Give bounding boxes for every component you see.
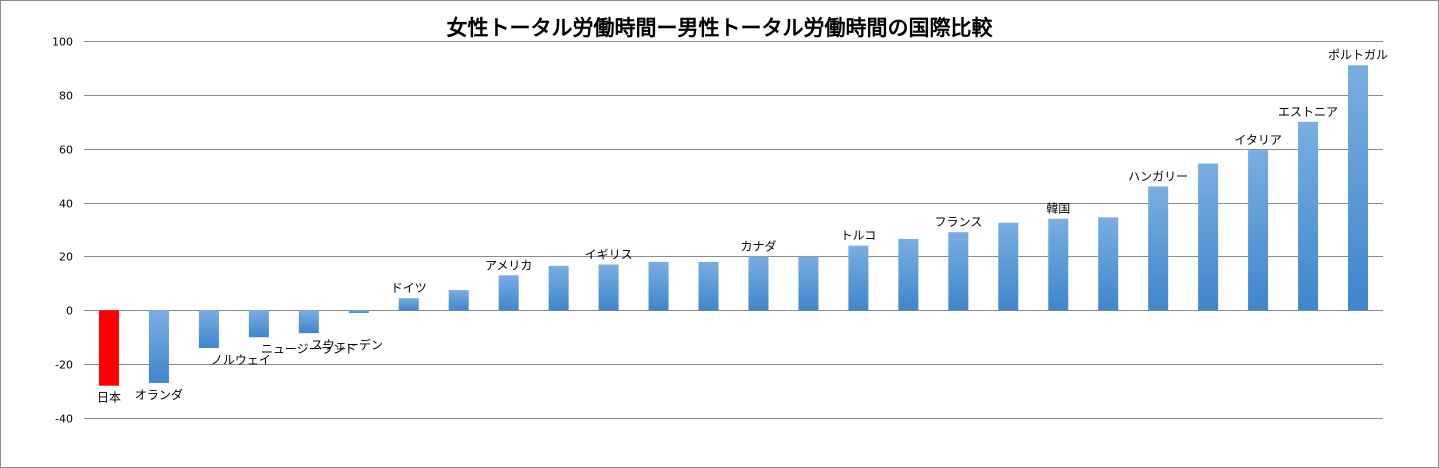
bar-label: ニュージーランド xyxy=(261,342,357,356)
bar xyxy=(1248,150,1269,311)
bars xyxy=(98,65,1369,386)
bar-label: ドイツ xyxy=(391,281,427,295)
bar xyxy=(498,275,519,311)
bar-label: フランス xyxy=(934,215,982,229)
y-tick-label: 20 xyxy=(59,251,73,264)
bar-label: エストニア xyxy=(1278,105,1338,119)
bar-label: イタリア xyxy=(1234,133,1282,147)
y-tick-label: 60 xyxy=(59,144,73,157)
bar xyxy=(148,310,169,383)
bar-label: アメリカ xyxy=(485,258,532,272)
bar-label: ハンガリー xyxy=(1128,169,1188,183)
bar xyxy=(998,222,1019,311)
gridlines xyxy=(84,41,1383,419)
bar xyxy=(1198,163,1219,311)
bar-label: ポルトガル xyxy=(1328,48,1388,62)
chart-title: 女性トータル労働時間ー男性トータル労働時間の国際比較 xyxy=(446,16,993,40)
bar xyxy=(848,245,869,311)
bar xyxy=(648,261,669,311)
bar-label: スウェーデン xyxy=(311,337,383,352)
bar xyxy=(98,310,119,386)
y-tick-label: -40 xyxy=(55,413,73,426)
bar xyxy=(1298,121,1319,311)
y-tick-label: 0 xyxy=(66,305,73,318)
bar-label: ノルウェイ xyxy=(211,353,271,367)
bar xyxy=(348,310,369,313)
bar xyxy=(598,264,619,311)
bar-label: 韓国 xyxy=(1046,202,1070,216)
y-axis-ticks: 100 80 60 40 20 0 -20 -40 xyxy=(52,36,73,426)
y-tick-label: -20 xyxy=(55,359,73,372)
y-tick-label: 40 xyxy=(59,198,73,211)
bar xyxy=(1148,186,1169,311)
bar xyxy=(948,232,969,311)
bar xyxy=(398,298,419,311)
bar xyxy=(798,256,819,311)
bar xyxy=(198,310,219,348)
bar xyxy=(748,256,769,311)
bar xyxy=(298,310,319,334)
bar xyxy=(1348,65,1369,311)
bar xyxy=(448,290,469,311)
y-tick-label: 80 xyxy=(59,90,73,103)
bar xyxy=(248,310,269,338)
bar-label: カナダ xyxy=(740,238,776,253)
bar-label: 日本 xyxy=(97,391,121,405)
bar xyxy=(1048,218,1069,311)
bar-label: オランダ xyxy=(135,387,183,402)
bar xyxy=(1098,217,1119,311)
bar xyxy=(698,261,719,311)
bar-label: トルコ xyxy=(841,229,877,243)
bar-label: イギリス xyxy=(585,248,633,262)
y-tick-label: 100 xyxy=(52,36,73,49)
bar xyxy=(548,265,569,311)
bar xyxy=(898,238,919,311)
